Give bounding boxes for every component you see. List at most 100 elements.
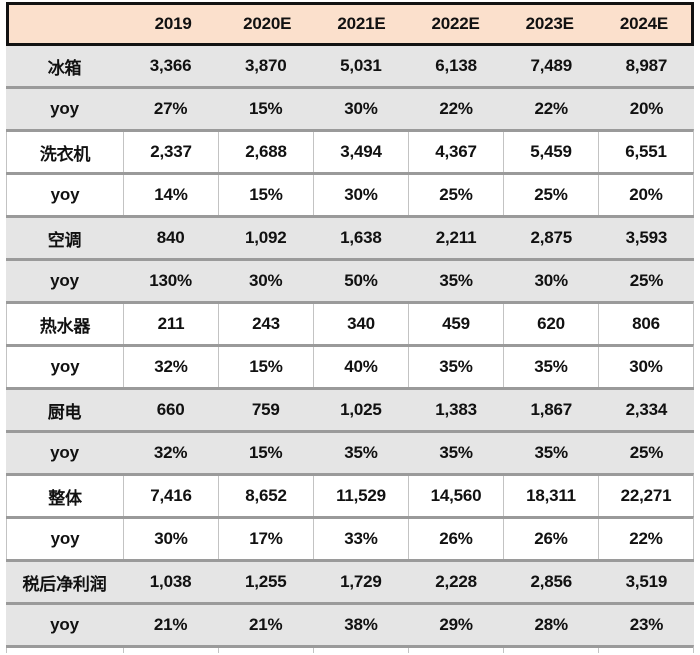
value-cell: 6,138 bbox=[435, 56, 477, 75]
value-cell: 1,092 bbox=[244, 228, 287, 247]
value-cell: 3,494 bbox=[313, 132, 408, 172]
value-cell: 8,987 bbox=[625, 56, 668, 75]
value-cell: 26% bbox=[408, 519, 503, 559]
value-cell: 11,529 bbox=[313, 476, 408, 516]
header-empty-cell bbox=[9, 5, 126, 43]
value-cell: 15% bbox=[249, 99, 283, 118]
value-cell: 40% bbox=[313, 347, 408, 387]
table-row-yoy: yoy 32% 15% 40% 35% 35% 30% bbox=[6, 344, 694, 387]
value-cell: 459 bbox=[408, 304, 503, 344]
column-header: 2022E bbox=[431, 14, 480, 33]
value-cell: 2,688 bbox=[218, 132, 313, 172]
value-cell: 7,416 bbox=[123, 476, 218, 516]
value-cell: 3,593 bbox=[625, 228, 668, 247]
row-label: 洗衣机 bbox=[6, 132, 123, 172]
value-cell: 3,366 bbox=[149, 56, 192, 75]
value-cell: 35% bbox=[344, 443, 378, 462]
value-cell: 21% bbox=[153, 615, 188, 634]
table-row-product: 空调 840 1,092 1,638 2,211 2,875 3,593 bbox=[6, 215, 694, 258]
value-cell: 25% bbox=[503, 175, 598, 215]
row-label: 冰箱 bbox=[47, 58, 82, 78]
value-cell bbox=[6, 648, 123, 653]
value-cell: 50% bbox=[344, 271, 378, 290]
table-row-yoy: yoy 32% 15% 35% 35% 35% 25% bbox=[6, 430, 694, 473]
value-cell: 6,551 bbox=[598, 132, 693, 172]
value-cell: 33% bbox=[313, 519, 408, 559]
table-row-yoy: yoy 30% 17% 33% 26% 26% 22% bbox=[6, 516, 694, 559]
value-cell: 30% bbox=[344, 99, 378, 118]
value-cell: 8,652 bbox=[218, 476, 313, 516]
value-cell bbox=[123, 648, 218, 653]
value-cell: 340 bbox=[313, 304, 408, 344]
value-cell: 1,025 bbox=[340, 400, 382, 419]
value-cell: 14,560 bbox=[408, 476, 503, 516]
value-cell: 21% bbox=[249, 615, 283, 634]
value-cell: 25% bbox=[629, 443, 664, 462]
value-cell: 22% bbox=[534, 99, 569, 118]
value-cell: 22% bbox=[598, 519, 693, 559]
table-row-yoy: yoy 14% 15% 30% 25% 25% 20% bbox=[6, 172, 694, 215]
table-row-product: 洗衣机 2,337 2,688 3,494 4,367 5,459 6,551 bbox=[6, 129, 694, 172]
table-row-product: 冰箱 3,366 3,870 5,031 6,138 7,489 8,987 bbox=[6, 46, 694, 86]
value-cell: 2,875 bbox=[530, 228, 573, 247]
value-cell: 30% bbox=[534, 271, 569, 290]
table-row-product: 税后净利润 1,038 1,255 1,729 2,228 2,856 3,519 bbox=[6, 559, 694, 602]
column-header: 2023E bbox=[525, 14, 574, 33]
table-row-cropped bbox=[6, 645, 694, 653]
value-cell: 1,038 bbox=[149, 572, 192, 591]
value-cell: 5,459 bbox=[503, 132, 598, 172]
value-cell: 30% bbox=[598, 347, 693, 387]
value-cell: 35% bbox=[439, 271, 473, 290]
value-cell: 759 bbox=[251, 400, 280, 419]
value-cell: 660 bbox=[156, 400, 185, 419]
column-header: 2020E bbox=[243, 14, 292, 33]
table-row-product: 整体 7,416 8,652 11,529 14,560 18,311 22,271 bbox=[6, 473, 694, 516]
value-cell: 22% bbox=[439, 99, 473, 118]
value-cell: 25% bbox=[629, 271, 664, 290]
value-cell: 35% bbox=[408, 347, 503, 387]
value-cell: 29% bbox=[439, 615, 473, 634]
value-cell: 22,271 bbox=[598, 476, 693, 516]
value-cell: 1,383 bbox=[435, 400, 477, 419]
value-cell: 15% bbox=[218, 347, 313, 387]
row-label: yoy bbox=[6, 519, 123, 559]
table-header-row: 2019 2020E 2021E 2022E 2023E 2024E bbox=[6, 2, 694, 46]
row-label: yoy bbox=[50, 443, 79, 462]
value-cell: 38% bbox=[344, 615, 378, 634]
row-label: 空调 bbox=[47, 230, 82, 250]
value-cell: 2,337 bbox=[123, 132, 218, 172]
value-cell: 1,638 bbox=[340, 228, 382, 247]
value-cell: 1,255 bbox=[244, 572, 287, 591]
value-cell: 18,311 bbox=[503, 476, 598, 516]
row-label: 整体 bbox=[6, 476, 123, 516]
value-cell: 620 bbox=[503, 304, 598, 344]
table-row-yoy: yoy 27% 15% 30% 22% 22% 20% bbox=[6, 86, 694, 129]
value-cell: 2,856 bbox=[530, 572, 573, 591]
value-cell bbox=[598, 648, 693, 653]
value-cell: 30% bbox=[123, 519, 218, 559]
value-cell: 30% bbox=[249, 271, 283, 290]
row-label: yoy bbox=[50, 615, 79, 634]
column-header: 2019 bbox=[154, 14, 192, 33]
value-cell: 35% bbox=[439, 443, 473, 462]
value-cell: 806 bbox=[598, 304, 693, 344]
value-cell: 20% bbox=[598, 175, 693, 215]
value-cell: 15% bbox=[218, 175, 313, 215]
row-label: yoy bbox=[6, 175, 123, 215]
value-cell: 14% bbox=[123, 175, 218, 215]
value-cell: 27% bbox=[153, 99, 188, 118]
table-row-product: 厨电 660 759 1,025 1,383 1,867 2,334 bbox=[6, 387, 694, 430]
value-cell: 3,870 bbox=[244, 56, 287, 75]
value-cell: 1,729 bbox=[340, 572, 382, 591]
value-cell: 28% bbox=[534, 615, 569, 634]
value-cell: 211 bbox=[123, 304, 218, 344]
value-cell: 2,211 bbox=[435, 228, 477, 247]
value-cell: 23% bbox=[629, 615, 664, 634]
row-label: yoy bbox=[6, 347, 123, 387]
table-row-product: 热水器 211 243 340 459 620 806 bbox=[6, 301, 694, 344]
value-cell: 840 bbox=[156, 228, 185, 247]
row-label: 厨电 bbox=[47, 402, 82, 422]
value-cell bbox=[503, 648, 598, 653]
value-cell: 5,031 bbox=[340, 56, 382, 75]
row-label: 热水器 bbox=[6, 304, 123, 344]
